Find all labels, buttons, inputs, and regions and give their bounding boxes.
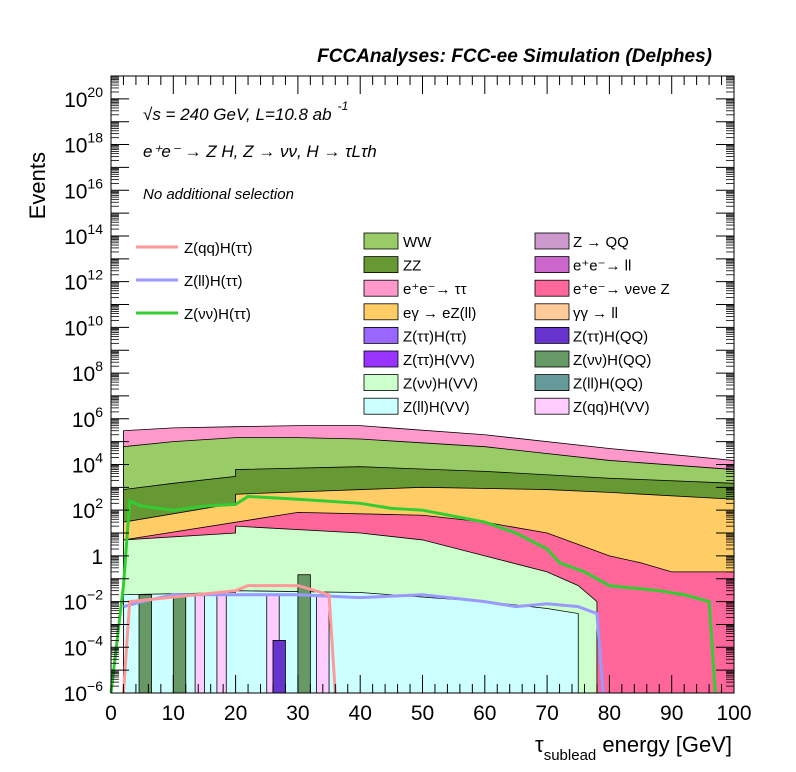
spike-z-h-qq <box>297 574 311 694</box>
legend-box-swatch <box>534 374 570 392</box>
x-tick-label: 10 <box>162 702 185 725</box>
y-tick-label: 1012 <box>64 267 103 295</box>
legend-box-swatch <box>534 326 570 344</box>
legend-box-swatch <box>363 279 399 297</box>
legend-box-label: WW <box>403 234 432 251</box>
spike-z-h-qq <box>138 594 152 694</box>
x-tick-label: 70 <box>535 702 558 725</box>
spike-z-qq-h-vv <box>194 594 205 694</box>
legend-box-label: Z → QQ <box>573 234 629 251</box>
legend-box-swatch <box>534 397 570 415</box>
y-tick-label: 1018 <box>64 130 103 158</box>
y-tick-label: 1014 <box>64 221 103 249</box>
legend-box-swatch <box>363 374 399 392</box>
x-tick-label: 90 <box>660 702 683 725</box>
x-tick-label: 30 <box>286 702 309 725</box>
legend-box-label: Z(ττ)H(VV) <box>403 352 475 369</box>
legend-box-swatch <box>534 232 570 250</box>
legend-line-label: Z(ll)H(ττ) <box>184 273 243 290</box>
x-axis-label-tau: τ <box>535 732 544 757</box>
spike-z-qq-h-vv <box>216 594 227 694</box>
lumi-exponent: -1 <box>338 99 349 113</box>
legend-box-label: Z(ll)H(QQ) <box>573 376 643 393</box>
legend-box-label: e⁺e⁻→ νeνe Z <box>573 281 670 298</box>
x-tick-label: 0 <box>105 702 117 725</box>
spike-z-qq-h-vv <box>316 594 330 694</box>
x-axis-label-rest: energy [GeV] <box>596 732 732 757</box>
legend-box-label: Z(νν)H(VV) <box>403 376 478 393</box>
legend-box-swatch <box>363 326 399 344</box>
legend-box-swatch <box>534 256 570 274</box>
x-axis-label-sub: sublead <box>544 747 597 764</box>
legend-box-swatch <box>534 350 570 368</box>
y-tick-label: 1016 <box>64 175 103 203</box>
legend-box-swatch <box>363 303 399 321</box>
y-axis-label: Events <box>25 152 50 219</box>
svg-text:√s = 240 GeV, L=10.8 ab-1: √s = 240 GeV, L=10.8 ab -1 <box>143 99 348 124</box>
legend-box-label: γγ → ll <box>573 305 618 322</box>
y-tick-label: 10−4 <box>64 632 104 660</box>
legend-box-label: Z(νν)H(QQ) <box>573 352 651 369</box>
line-z-ll-h <box>123 593 605 694</box>
legend-box-label: Z(ll)H(VV) <box>403 399 470 416</box>
legend-box-swatch <box>363 232 399 250</box>
legend-box-label: e⁺e⁻→ ll <box>573 258 631 275</box>
legend-box-label: e⁺e⁻→ ττ <box>403 281 467 298</box>
x-tick-label: 40 <box>349 702 372 725</box>
legend-line-label: Z(qq)H(ττ) <box>184 240 253 257</box>
legend-box-label: ZZ <box>403 258 421 275</box>
legend-box-label: eγ → eZ(ll) <box>403 305 476 322</box>
y-tick-label: 1020 <box>64 84 103 112</box>
x-tick-label: 50 <box>411 702 434 725</box>
legend: Z(qq)H(ττ) Z(ll)H(ττ) Z(νν)H(ττ) WW ZZ e⁺e⁻→ … <box>136 232 670 416</box>
plot-area <box>109 425 735 694</box>
y-tick-label: 10−6 <box>64 678 104 706</box>
legend-box-label: Z(ττ)H(ττ) <box>403 328 467 345</box>
energy-text: √s = 240 GeV, L=10.8 ab <box>143 105 332 124</box>
legend-box-swatch <box>363 397 399 415</box>
y-tick-label: 1 <box>91 546 103 569</box>
line-z-qq-h <box>121 584 337 694</box>
y-tick-label: 102 <box>72 495 103 523</box>
spike-z-h-qq <box>272 640 286 694</box>
energy-annotation: √s = 240 GeV, L=10.8 ab -1 <box>143 99 348 124</box>
x-tick-label: 80 <box>598 702 621 725</box>
spike-z-h-qq <box>172 594 187 694</box>
selection-annotation: No additional selection <box>143 186 294 203</box>
legend-box-swatch <box>363 350 399 368</box>
x-tick-label: 100 <box>716 702 751 725</box>
line-z-h <box>109 494 717 694</box>
axes: 0 10 20 30 40 50 60 70 80 90 10010−610−410−2110210… <box>64 75 752 725</box>
y-tick-label: 104 <box>72 449 103 477</box>
legend-box-swatch <box>363 256 399 274</box>
x-tick-label: 20 <box>224 702 247 725</box>
y-tick-label: 1010 <box>64 312 103 340</box>
y-tick-label: 106 <box>72 404 103 432</box>
legend-box-label: Z(qq)H(VV) <box>573 399 650 416</box>
y-tick-label: 10−2 <box>64 587 104 615</box>
legend-box-label: Z(ττ)H(QQ) <box>573 328 648 345</box>
x-axis-label: τsublead energy [GeV] <box>535 732 732 764</box>
process-annotation: e⁺e⁻ → Z H, Z → νν, H → τLτh <box>143 142 377 161</box>
y-tick-label: 108 <box>72 358 103 386</box>
x-tick-label: 60 <box>473 702 496 725</box>
chart-title: FCCAnalyses: FCC-ee Simulation (Delphes) <box>317 46 712 67</box>
legend-line-label: Z(νν)H(ττ) <box>184 306 251 323</box>
legend-box-swatch <box>534 279 570 297</box>
legend-box-swatch <box>534 303 570 321</box>
